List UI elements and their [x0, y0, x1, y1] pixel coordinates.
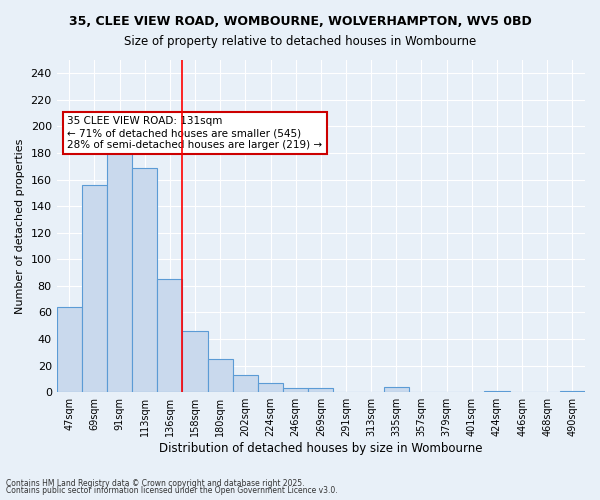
Bar [308, 388, 334, 392]
X-axis label: Distribution of detached houses by size in Wombourne: Distribution of detached houses by size … [159, 442, 482, 455]
Bar [82, 185, 107, 392]
Bar [258, 383, 283, 392]
Bar [56, 307, 82, 392]
Bar [208, 359, 233, 392]
Bar [484, 391, 509, 392]
Bar [182, 331, 208, 392]
Bar [157, 280, 182, 392]
Bar [132, 168, 157, 392]
Text: Size of property relative to detached houses in Wombourne: Size of property relative to detached ho… [124, 35, 476, 48]
Bar [233, 375, 258, 392]
Text: 35, CLEE VIEW ROAD, WOMBOURNE, WOLVERHAMPTON, WV5 0BD: 35, CLEE VIEW ROAD, WOMBOURNE, WOLVERHAM… [68, 15, 532, 28]
Bar [283, 388, 308, 392]
Text: Contains public sector information licensed under the Open Government Licence v3: Contains public sector information licen… [6, 486, 338, 495]
Bar [560, 391, 585, 392]
Text: Contains HM Land Registry data © Crown copyright and database right 2025.: Contains HM Land Registry data © Crown c… [6, 478, 305, 488]
Text: 35 CLEE VIEW ROAD: 131sqm
← 71% of detached houses are smaller (545)
28% of semi: 35 CLEE VIEW ROAD: 131sqm ← 71% of detac… [67, 116, 322, 150]
Bar [384, 387, 409, 392]
Y-axis label: Number of detached properties: Number of detached properties [15, 138, 25, 314]
Bar [107, 134, 132, 392]
